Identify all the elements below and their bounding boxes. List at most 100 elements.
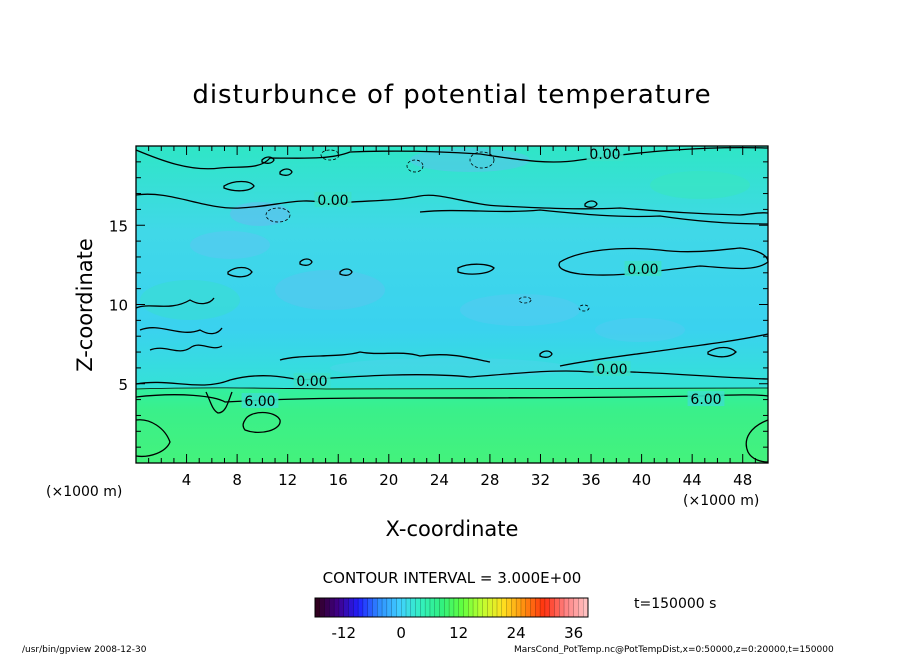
colorbar-cell: [482, 598, 488, 617]
colorbar-cell: [568, 598, 575, 617]
contour-label-bg: [687, 391, 725, 406]
colorbar-cell: [453, 598, 460, 617]
contour-upper-band-2: [419, 209, 769, 225]
colorbar-cell: [578, 598, 584, 617]
contour-label-bg: [624, 261, 662, 276]
x-tick-label: 8: [232, 471, 242, 489]
contour-label: 0.00: [317, 193, 348, 209]
field-patches: [140, 148, 750, 378]
dashed-contours: [265, 149, 590, 312]
colorbar-cell: [511, 598, 517, 617]
contour-small-ring-5: [339, 268, 353, 276]
x-tick-label: 16: [329, 471, 348, 489]
colorbar-cell: [516, 598, 522, 617]
colorbar-cell: [439, 598, 445, 617]
footer-right: MarsCond_PotTemp.nc@PotTempDist,x=0:5000…: [514, 645, 834, 654]
plot-area: 0.00 0.00 0.00 0.00 0.00 6.00 6.00: [135, 145, 769, 464]
colorbar-cell: [434, 598, 440, 617]
colorbar-cell: [372, 598, 378, 617]
contour-label: 0.00: [596, 362, 627, 378]
colorbar-frame: [314, 597, 589, 618]
contour-six-dip: [205, 391, 233, 414]
colorbar-cell: [487, 598, 493, 617]
y-axis-label: Z-coordinate: [73, 238, 97, 372]
colorbar-cell: [338, 598, 345, 617]
contour-label-bg: [593, 361, 631, 376]
dashed-ring-3: [469, 151, 495, 169]
colorbar-cell: [429, 598, 436, 617]
time-label: t=150000 s: [634, 596, 716, 612]
contour-label: 6.00: [244, 394, 275, 410]
colorbar-cell: [554, 598, 560, 617]
contour-right-edge-low: [745, 419, 769, 463]
colorbar-cell: [463, 598, 469, 617]
colorbar-tick-label: 0: [396, 624, 406, 642]
x-tick-label: 12: [278, 471, 297, 489]
colorbar-cell: [444, 598, 450, 617]
colorbar-cell: [315, 598, 321, 617]
contour-thin-lower: [135, 387, 769, 390]
colorbar-cell: [458, 598, 464, 617]
dashed-ring-6: [518, 296, 532, 304]
colorbar-cell: [358, 598, 364, 617]
colorbar-cell: [401, 598, 407, 617]
contour-small-ring-8: [539, 350, 553, 358]
contour-zero-lower: [135, 370, 769, 386]
dashed-ring-1: [320, 149, 340, 161]
colorbar-cell: [391, 598, 397, 617]
x-unit-left: (×1000 m): [46, 484, 122, 500]
x-tick-label: 44: [683, 471, 702, 489]
colorbar-cell: [367, 598, 373, 617]
contour-small-ring-4: [584, 200, 598, 208]
contour-small-ring-2: [261, 156, 275, 164]
colorbar-cell: [492, 598, 498, 617]
y-tick-label: 5: [118, 376, 128, 394]
colorbar-cell: [319, 598, 325, 617]
colorbar-cell: [497, 598, 503, 617]
x-tick-label: 4: [182, 471, 192, 489]
contour-closed-low: [242, 411, 281, 434]
lower-field: [136, 388, 768, 463]
colorbar-cell: [386, 598, 393, 617]
colorbar-cell: [540, 598, 546, 617]
dashed-ring-4: [265, 207, 291, 223]
contour-lines: [135, 146, 769, 463]
contour-left-scatter: [135, 297, 223, 352]
contour-label: 0.00: [627, 262, 658, 278]
axis-ticks: [136, 146, 768, 463]
x-tick-label: 32: [531, 471, 550, 489]
x-tick-label: 28: [480, 471, 499, 489]
colorbar-cell: [583, 598, 589, 617]
chart-title: disturbunce of potential temperature: [192, 80, 711, 110]
contour-upper-band: [135, 193, 769, 216]
contour-mid-scatter: [279, 351, 491, 363]
colorbar-cell: [343, 598, 349, 617]
colorbar-cell: [396, 598, 402, 617]
contour-right-mid: [559, 333, 769, 367]
y-tick-label: 15: [109, 217, 128, 235]
x-tick-labels: 4 8 12 16 20 24 28 32 36 40 44 48: [182, 471, 752, 489]
colorbar-cell: [473, 598, 479, 617]
colorbar-cell: [535, 598, 541, 617]
y-tick-labels: 5 10 15: [109, 217, 128, 394]
x-tick-label: 36: [581, 471, 600, 489]
colorbar-cell: [406, 598, 412, 617]
footer-left: /usr/bin/gpview 2008-12-30: [22, 645, 147, 654]
colorbar-cell: [564, 598, 570, 617]
colorbar-cell: [573, 598, 579, 617]
contour-label-bg: [314, 192, 352, 207]
colorbar-cell: [525, 598, 531, 617]
colorbar-tick-label: 24: [507, 624, 526, 642]
x-unit-right: (×1000 m): [683, 493, 759, 509]
colorbar-cell: [506, 598, 512, 617]
colorbar-cell: [362, 598, 369, 617]
colorbar-tick-label: 12: [449, 624, 468, 642]
x-tick-label: 48: [733, 471, 752, 489]
colorbar-cell: [559, 598, 565, 617]
x-tick-label: 20: [379, 471, 398, 489]
colorbar-cell: [449, 598, 455, 617]
colorbar-cell: [520, 598, 527, 617]
colorbar-cell: [324, 598, 330, 617]
